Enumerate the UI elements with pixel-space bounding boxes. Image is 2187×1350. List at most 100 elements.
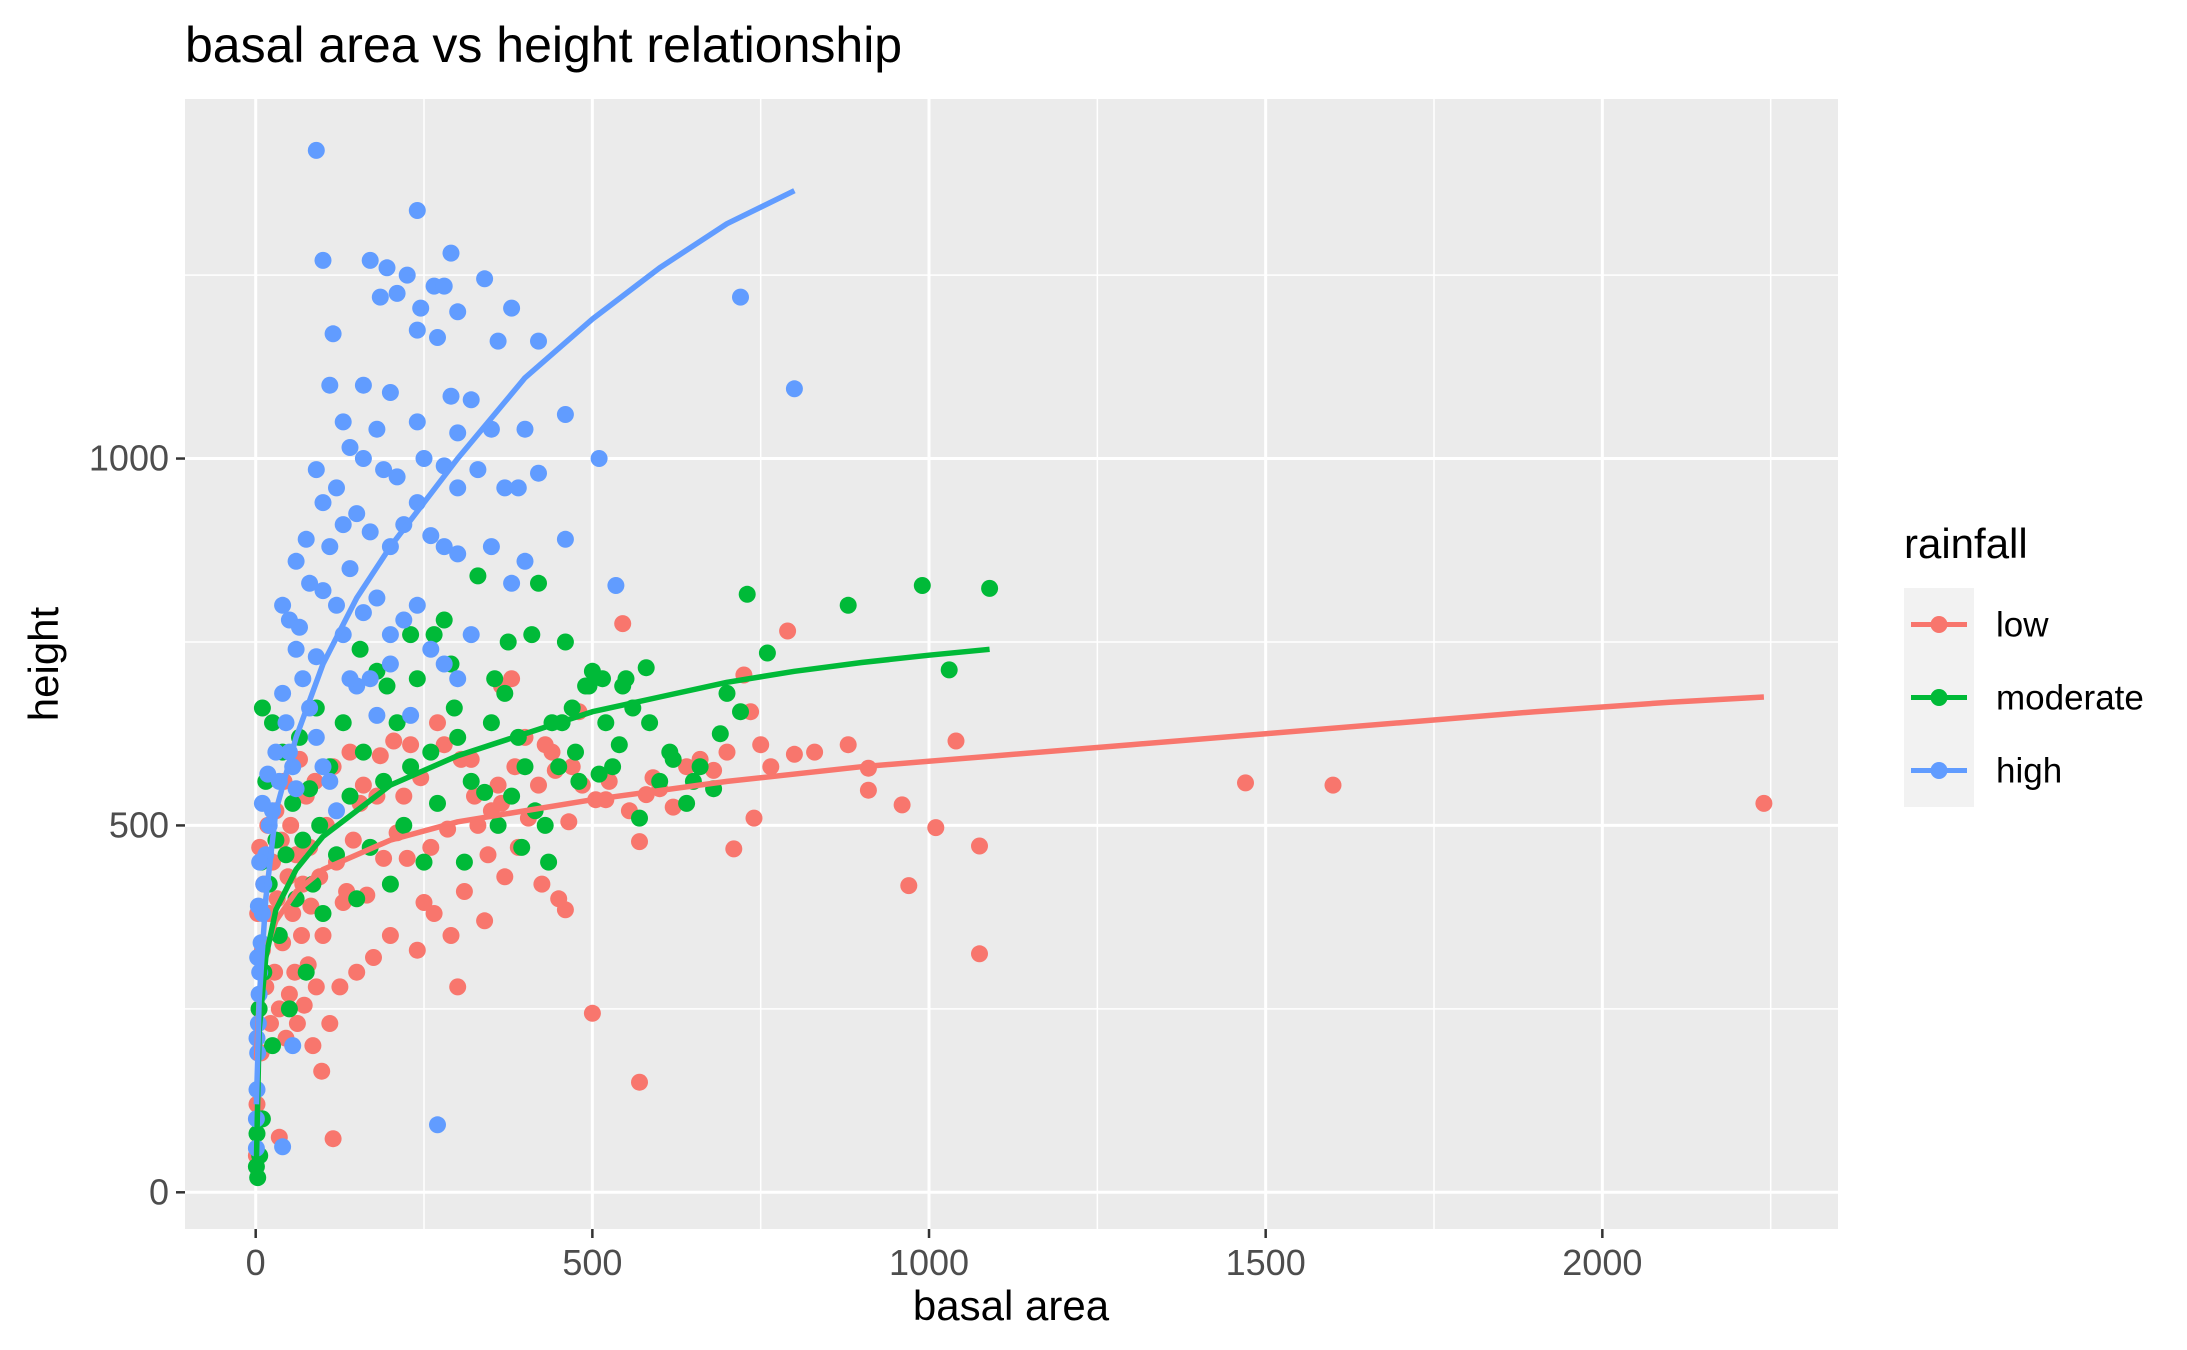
data-point xyxy=(328,802,345,820)
data-point xyxy=(718,684,736,702)
data-point xyxy=(631,809,648,827)
data-point xyxy=(402,626,420,644)
data-point xyxy=(583,1004,601,1022)
data-point xyxy=(664,798,682,816)
data-point xyxy=(408,670,426,688)
legend-label-high: high xyxy=(1996,752,2062,791)
fit-line-moderate xyxy=(253,646,990,1164)
data-point xyxy=(610,736,628,754)
data-point xyxy=(291,618,308,636)
data-point xyxy=(408,202,426,219)
y-tick-label: 0 xyxy=(149,1171,169,1212)
data-point xyxy=(354,450,372,467)
data-point xyxy=(442,387,460,405)
data-point xyxy=(435,611,453,629)
data-point xyxy=(462,772,480,790)
data-point xyxy=(341,560,359,578)
data-point xyxy=(388,284,406,302)
data-point xyxy=(344,831,362,849)
data-point xyxy=(422,743,440,761)
data-point xyxy=(435,538,453,556)
data-point xyxy=(324,1130,342,1148)
data-point xyxy=(334,714,352,732)
data-point xyxy=(732,288,749,306)
data-point xyxy=(455,853,473,871)
data-point xyxy=(678,758,696,776)
x-tick-label: 2000 xyxy=(1562,1242,1642,1283)
data-point xyxy=(971,945,988,963)
data-point xyxy=(496,479,514,497)
data-point xyxy=(429,714,446,732)
data-point xyxy=(442,927,460,944)
data-point xyxy=(297,530,315,548)
data-point xyxy=(469,461,487,479)
data-point xyxy=(785,745,803,763)
data-point xyxy=(371,747,389,765)
data-point xyxy=(402,736,420,754)
data-point xyxy=(745,809,763,827)
legend-title: rainfall xyxy=(1904,520,2028,567)
data-point xyxy=(859,781,877,799)
data-point xyxy=(334,516,352,534)
data-point xyxy=(839,596,857,614)
data-point xyxy=(614,615,632,633)
data-point xyxy=(284,1037,302,1055)
data-point xyxy=(361,523,379,541)
data-point xyxy=(388,468,406,486)
data-point xyxy=(482,714,500,732)
data-point xyxy=(341,743,359,761)
data-point xyxy=(513,838,531,856)
plot-panel xyxy=(185,99,1838,1229)
x-tick-label: 0 xyxy=(246,1242,266,1283)
data-point xyxy=(262,1015,279,1032)
data-point xyxy=(365,949,382,966)
data-point xyxy=(351,640,369,658)
data-point xyxy=(314,494,332,512)
data-point xyxy=(295,996,313,1014)
data-point xyxy=(594,670,611,688)
data-point xyxy=(482,538,500,556)
data-point xyxy=(368,589,386,607)
data-point xyxy=(536,736,554,754)
data-point xyxy=(381,927,399,944)
data-point xyxy=(321,538,339,556)
legend-key-point xyxy=(1930,762,1948,779)
data-point xyxy=(398,266,416,284)
data-point xyxy=(806,743,824,761)
data-point xyxy=(408,596,426,614)
data-point xyxy=(422,640,440,658)
data-point xyxy=(247,1158,265,1176)
data-point xyxy=(375,849,393,867)
data-point xyxy=(489,816,507,834)
data-point xyxy=(732,703,749,721)
data-point xyxy=(385,732,403,750)
data-point xyxy=(711,725,729,743)
data-point xyxy=(556,633,574,651)
data-point xyxy=(408,941,426,959)
x-tick-label: 1000 xyxy=(889,1242,969,1283)
data-point xyxy=(348,890,366,908)
data-point xyxy=(637,659,655,677)
data-point xyxy=(354,376,372,394)
data-point xyxy=(415,450,433,467)
data-point xyxy=(947,732,965,750)
data-point xyxy=(408,321,426,339)
data-point xyxy=(563,758,581,776)
data-point xyxy=(395,816,413,834)
data-point xyxy=(284,905,302,922)
data-point xyxy=(1324,776,1342,794)
data-point xyxy=(328,479,345,497)
data-point xyxy=(523,626,541,644)
data-point xyxy=(758,644,776,662)
data-point xyxy=(580,677,598,695)
data-point xyxy=(981,579,999,597)
x-axis-title: basal area xyxy=(913,1282,1110,1329)
data-point xyxy=(314,758,332,776)
data-point xyxy=(1755,794,1773,812)
data-point xyxy=(449,303,467,321)
chart-title: basal area vs height relationship xyxy=(185,17,902,73)
data-point xyxy=(314,251,332,269)
data-point xyxy=(489,332,507,350)
data-point xyxy=(307,648,325,666)
data-point xyxy=(277,846,295,864)
